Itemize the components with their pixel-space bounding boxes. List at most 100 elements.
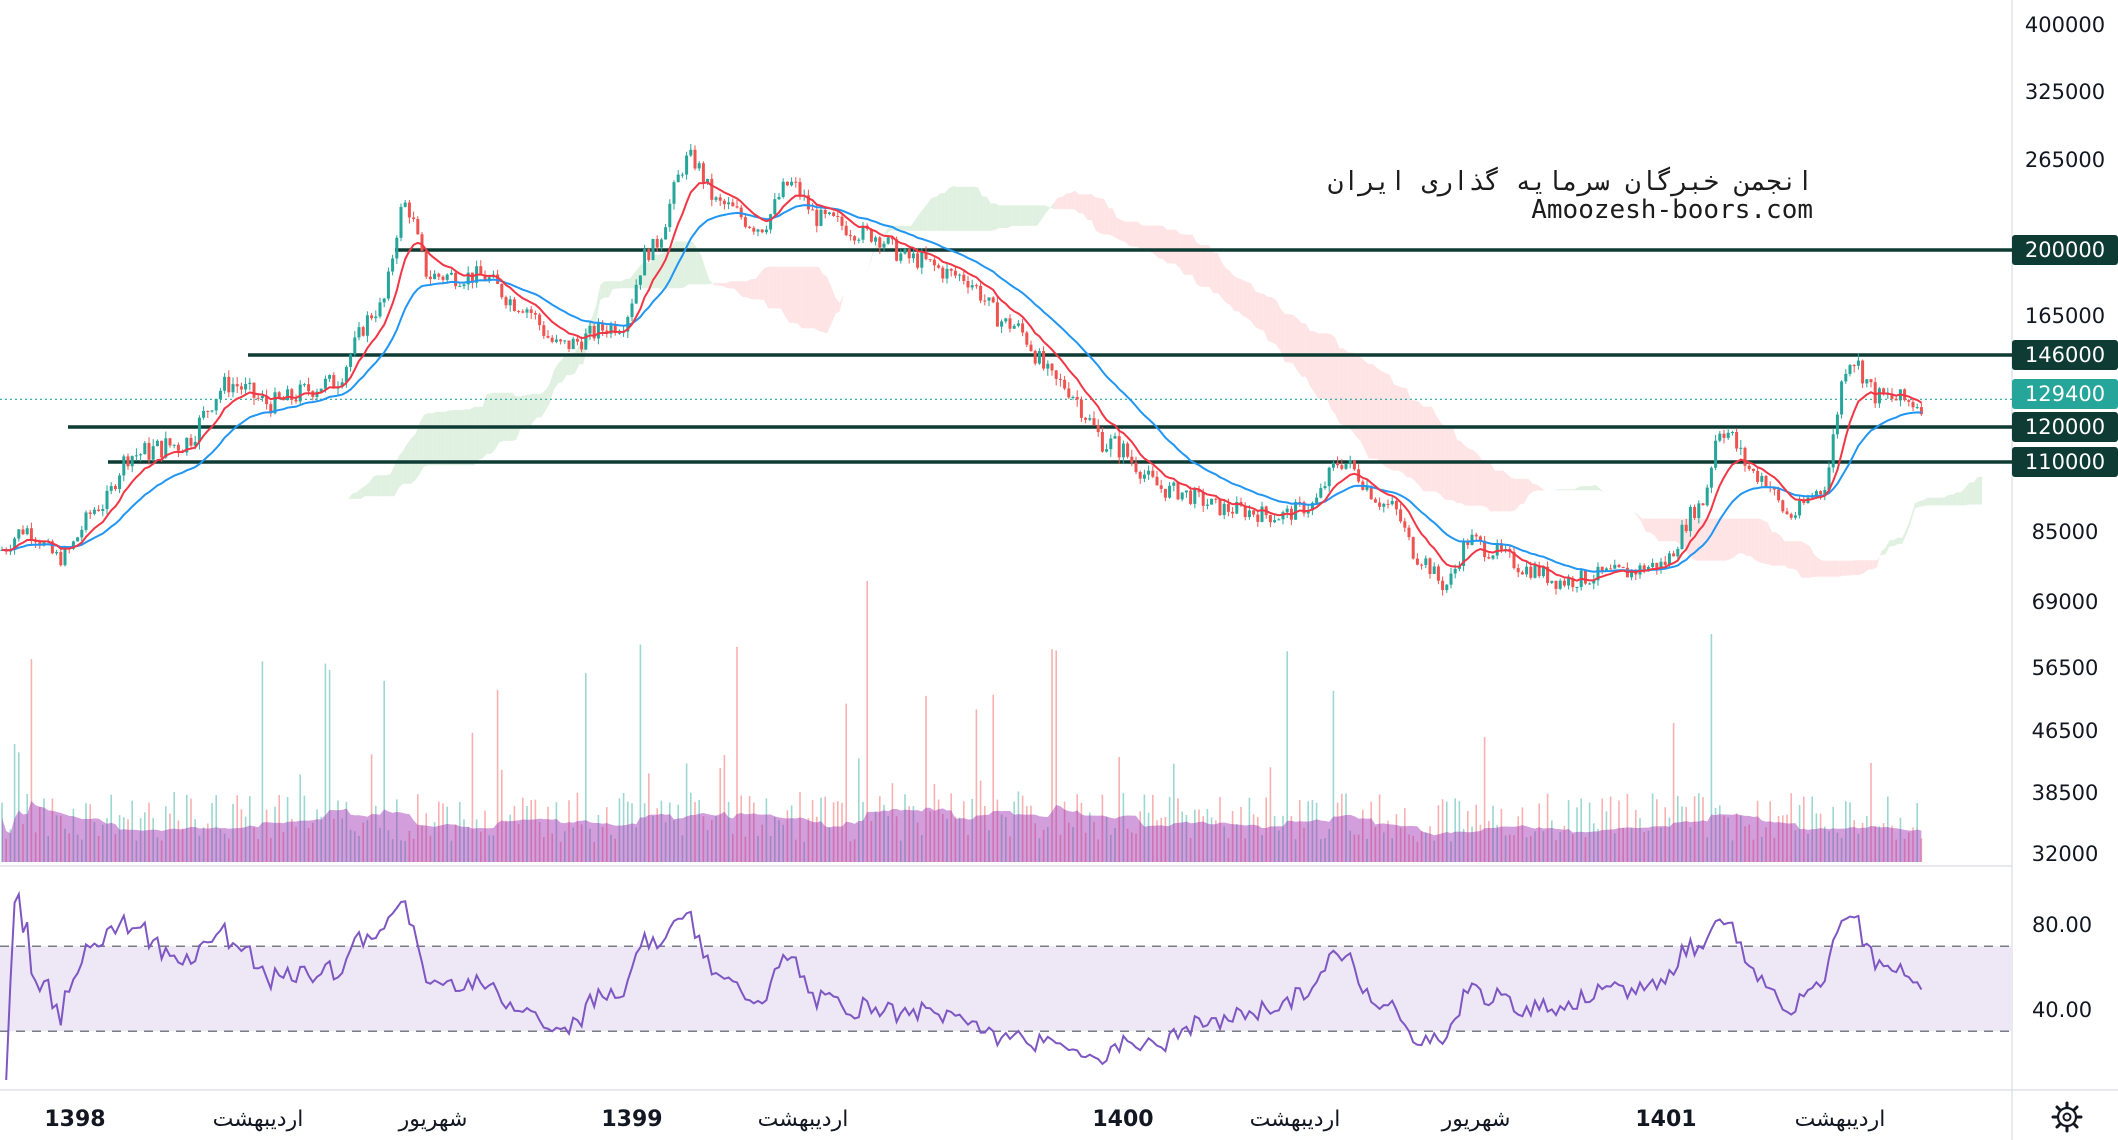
volume-bar (958, 817, 961, 862)
volume-bar (975, 709, 978, 862)
cloud-segment (1709, 518, 1714, 561)
candle-body (1420, 564, 1424, 566)
candle-body (1823, 489, 1827, 495)
price-axis[interactable]: 400000 325000 265000 165000 85000 69000 56500 4… (2025, 13, 2105, 866)
candle-body (1340, 465, 1344, 469)
cloud-segment (1830, 560, 1835, 577)
candle-body (1743, 447, 1747, 466)
candle-body (538, 314, 542, 326)
candle-body (214, 399, 218, 411)
candle-body (395, 237, 399, 259)
volume-bar (102, 824, 104, 862)
cloud-segment (1247, 281, 1252, 322)
price-tick-label: 165000 (2025, 304, 2105, 328)
cloud-segment (1961, 487, 1966, 506)
cloud-segment (419, 414, 424, 475)
cloud-segment (1045, 205, 1050, 214)
volume-bar (471, 732, 474, 862)
volume-bar (429, 835, 432, 862)
cloud-segment (394, 456, 399, 497)
volume-bar (1521, 807, 1524, 862)
price-badge (2012, 340, 2118, 370)
volume-bar (895, 816, 898, 862)
cloud-segment (1893, 537, 1898, 547)
cloud-segment (1188, 234, 1193, 275)
cloud-segment (1289, 314, 1294, 364)
candle-body (1016, 323, 1020, 326)
cloud-segment (780, 266, 785, 316)
volume-bar (622, 792, 625, 862)
rsi-axis[interactable]: 80.00 40.00 (2032, 913, 2092, 1022)
candle-body (1491, 555, 1495, 559)
candle-body (1676, 549, 1680, 557)
candle-body (1604, 568, 1608, 572)
candle-body (307, 384, 311, 392)
cloud-segment (1020, 205, 1025, 226)
cloud-segment (1116, 217, 1121, 241)
cloud-segment (411, 433, 416, 484)
ema-fast-line (1, 181, 1922, 582)
cloud-segment (201, 548, 206, 551)
candle-body (1487, 557, 1491, 559)
candle-body (160, 440, 164, 458)
volume-bar (1114, 827, 1116, 862)
candle-body (890, 237, 894, 240)
cloud-segment (1150, 225, 1155, 255)
candle-body (811, 209, 815, 211)
volume-bar (291, 819, 293, 862)
candle-body (1697, 503, 1701, 519)
volume-bar (1076, 794, 1078, 862)
volume-bar (1101, 794, 1104, 862)
cloud-segment (465, 409, 470, 466)
cloud-segment (957, 186, 962, 231)
cloud-segment (839, 294, 844, 312)
volume-bar (601, 826, 604, 862)
candle-body (1054, 370, 1058, 379)
candle-body (189, 437, 193, 446)
cloud-segment (1671, 518, 1676, 542)
candle-body (1894, 398, 1898, 401)
cloud-segment (1835, 560, 1840, 577)
volume-bar (270, 837, 272, 862)
volume-bar (1164, 817, 1167, 862)
support-resistance-lines[interactable] (68, 248, 2012, 464)
volume-bar (261, 661, 264, 862)
candle-body (701, 163, 705, 183)
candle-body (21, 529, 25, 535)
cloud-segment (1776, 532, 1781, 566)
volume-bar (597, 814, 600, 862)
volume-bar (1748, 824, 1750, 862)
volume-bar (610, 834, 612, 862)
cloud-segment (1902, 528, 1907, 544)
volume-bar (643, 803, 646, 862)
price-badge (2012, 412, 2118, 442)
volume-bar (1429, 826, 1431, 862)
volume-bar (379, 827, 381, 862)
cloud-segment (1318, 333, 1323, 399)
candle-body (1327, 467, 1331, 487)
time-label: اردیبهشت (1795, 1107, 1886, 1132)
cloud-segment (982, 196, 987, 231)
volume-bar (198, 835, 201, 862)
cloud-segment (1137, 221, 1142, 251)
cloud-segment (692, 241, 697, 285)
volume-bar (996, 799, 999, 862)
candle-body (428, 276, 432, 280)
volume-bar (1643, 831, 1645, 862)
cloud-segment (1868, 560, 1873, 570)
volume-bar (1097, 839, 1099, 862)
time-axis[interactable]: 1398 اردیبهشت شهریور 1399 اردیبهشت 1400 اردیبه… (44, 1107, 1885, 1132)
cloud-segment (1784, 541, 1789, 569)
cloud-segment (1940, 497, 1945, 506)
volume-bar (1840, 837, 1843, 862)
cloud-segment (537, 393, 542, 418)
candle-body (1764, 475, 1768, 487)
cloud-segment (701, 254, 706, 285)
candle-body (1554, 580, 1558, 589)
gear-icon[interactable] (2051, 1101, 2083, 1133)
volume-bar (891, 783, 894, 862)
price-tick-label: 120000 (2025, 415, 2105, 439)
candle-body (227, 376, 231, 393)
cloud-segment (717, 283, 722, 286)
cloud-segment (1423, 406, 1428, 492)
